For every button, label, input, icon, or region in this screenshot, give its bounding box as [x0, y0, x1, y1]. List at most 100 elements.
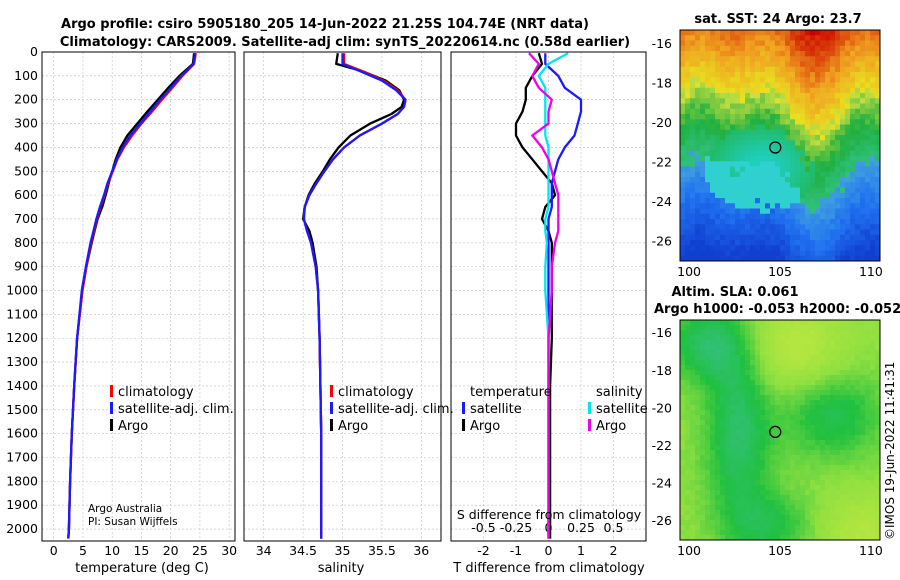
map-cell: [850, 51, 856, 57]
map-cell: [875, 182, 880, 188]
map-cell: [735, 390, 741, 396]
map-cell: [870, 145, 876, 152]
map-cell: [825, 51, 831, 57]
map-cell: [680, 355, 686, 361]
map-cell: [720, 219, 726, 225]
map-cell: [865, 345, 871, 351]
map-cell: [725, 425, 731, 431]
map-cell: [745, 345, 751, 351]
map-cell: [680, 87, 686, 94]
map-cell: [730, 425, 736, 431]
map-cell: [800, 198, 806, 204]
map-cell: [695, 510, 701, 516]
map-cell: [870, 430, 876, 436]
map-cell: [780, 166, 786, 173]
legend-swatch-satellite: [330, 402, 333, 414]
map-cell: [690, 330, 696, 336]
map-cell: [715, 400, 721, 406]
map-cell: [855, 435, 861, 441]
map-cell: [825, 45, 831, 52]
map-cell: [795, 505, 801, 511]
map-cell: [850, 135, 856, 141]
map-cell: [790, 370, 796, 376]
map-cell: [875, 119, 880, 125]
map-cell: [700, 460, 706, 466]
map-cell: [835, 213, 841, 220]
map-cell: [855, 250, 861, 257]
map-cell: [740, 56, 746, 62]
map-cell: [720, 535, 726, 540]
map-cell: [700, 119, 706, 125]
map-cell: [695, 385, 701, 391]
map-cell: [795, 455, 801, 461]
map-cell: [725, 525, 731, 531]
map-cell: [770, 470, 776, 476]
map-cell: [830, 535, 836, 540]
map-cell: [785, 135, 791, 141]
map-cell: [800, 229, 806, 236]
map-cell: [875, 480, 880, 486]
map-cell: [805, 177, 811, 183]
map-cell: [810, 400, 816, 406]
map-cell: [835, 140, 841, 146]
map-cell: [830, 455, 836, 461]
map-cell: [700, 380, 706, 386]
map-cell: [730, 140, 736, 146]
map-cell: [725, 124, 731, 131]
map-cell: [815, 30, 821, 36]
map-cell: [845, 385, 851, 391]
map-cell: [680, 103, 686, 110]
argo-float-marker: [769, 425, 782, 439]
map-cell: [770, 35, 776, 41]
map-cell: [865, 485, 871, 491]
map-cell: [705, 161, 711, 167]
map-cell: [860, 355, 866, 361]
map-cell: [785, 400, 791, 406]
map-cell: [805, 82, 811, 89]
map-cell: [710, 161, 716, 167]
map-cell: [835, 325, 841, 331]
map-cell: [790, 219, 796, 225]
map-cell: [720, 150, 726, 157]
map-cell: [820, 455, 826, 461]
map-cell: [810, 430, 816, 436]
map-cell: [705, 182, 711, 188]
map-cell: [850, 410, 856, 416]
footer-pi: PI: Susan Wijffels: [88, 516, 178, 528]
map-cell: [790, 520, 796, 526]
map-cell: [720, 525, 726, 531]
x-tick-label: 35.5: [368, 543, 396, 558]
map-cell: [770, 219, 776, 225]
map-cell: [775, 135, 781, 141]
map-cell: [825, 119, 831, 125]
map-cell: [835, 335, 841, 341]
map-cell: [835, 135, 841, 141]
map-cell: [680, 224, 686, 230]
map-cell: [870, 182, 876, 188]
map-cell: [830, 61, 836, 68]
map-cell: [810, 480, 816, 486]
map-cell: [830, 45, 836, 52]
map-cell: [795, 490, 801, 496]
map-cell: [805, 330, 811, 336]
map-cell: [750, 240, 756, 246]
map-cell: [830, 229, 836, 236]
map-cell: [835, 98, 841, 104]
map-cell: [795, 350, 801, 356]
map-cell: [865, 355, 871, 361]
map-cell: [785, 51, 791, 57]
map-cell: [745, 480, 751, 486]
map-cell: [715, 485, 721, 491]
map-cell: [745, 490, 751, 496]
map-cell: [810, 370, 816, 376]
map-cell: [720, 108, 726, 115]
map-cell: [770, 460, 776, 466]
map-cell: [875, 82, 880, 89]
map-cell: [740, 535, 746, 540]
map-cell: [685, 124, 691, 131]
map-cell: [790, 490, 796, 496]
map-cell: [785, 500, 791, 506]
map-cell: [870, 345, 876, 351]
map-cell: [715, 219, 721, 225]
map-cell: [780, 320, 786, 326]
